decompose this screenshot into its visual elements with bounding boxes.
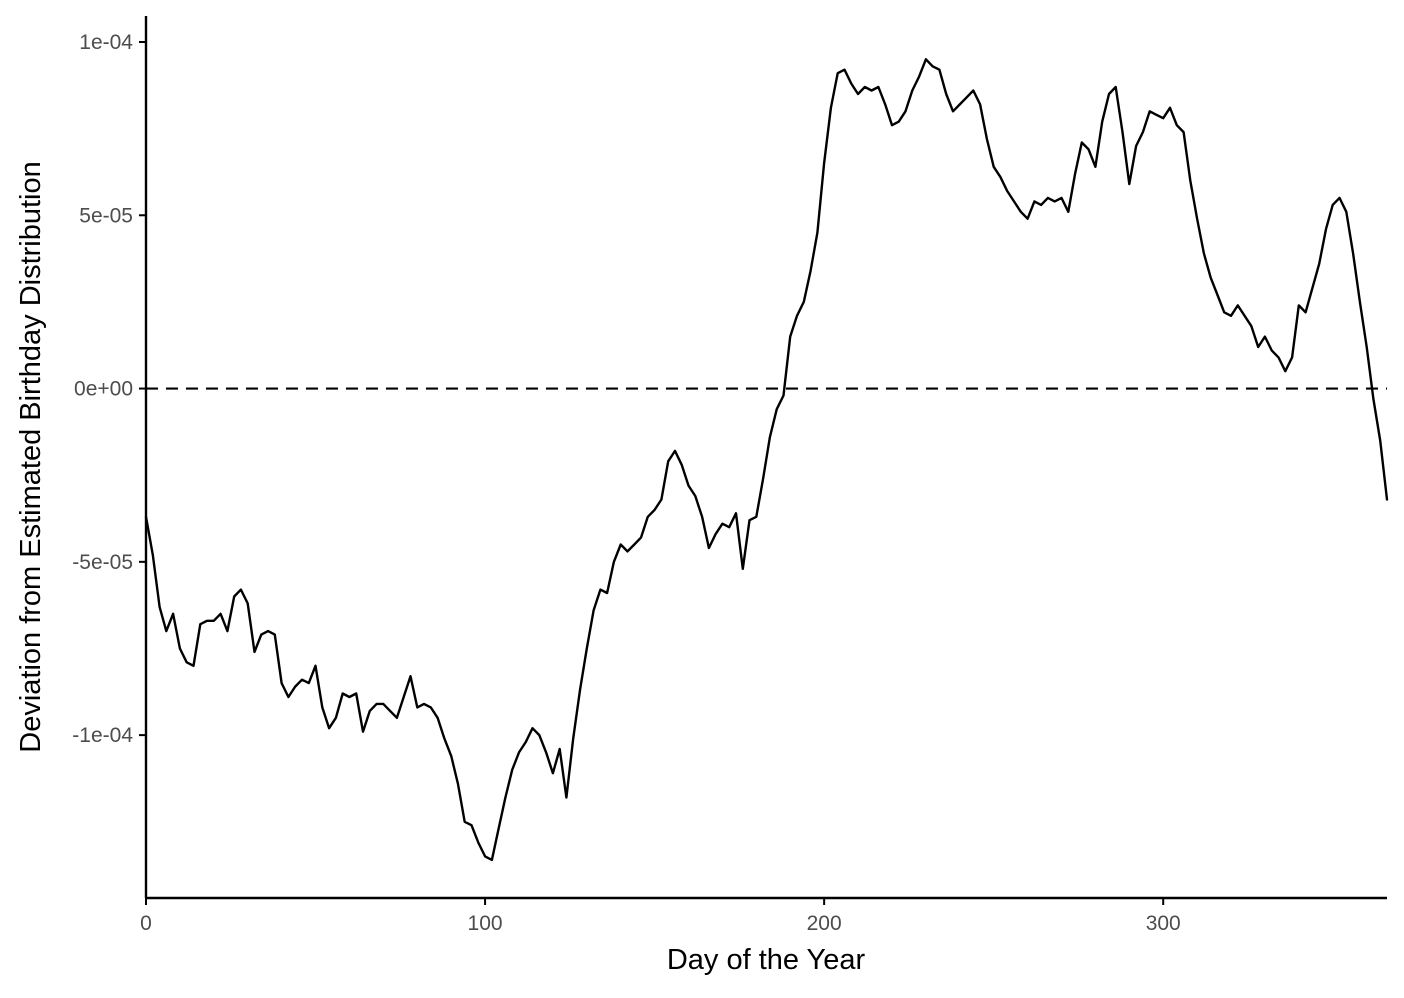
x-tick-label: 100	[468, 912, 503, 935]
x-ticks: 0 100 200 300	[140, 898, 1181, 935]
series-line-0	[144, 58, 1389, 862]
x-tick-label: 300	[1146, 912, 1181, 935]
y-tick-label: -1e-04	[72, 724, 133, 747]
y-tick-label: 5e-05	[79, 204, 133, 227]
x-tick-label: 0	[140, 912, 152, 935]
y-tick-label: 1e-04	[79, 31, 133, 54]
series-layer	[144, 58, 1389, 862]
y-tick-label: -5e-05	[72, 551, 133, 574]
y-ticks: 1e-04 5e-05 0e+00 -5e-05 -1e-04	[72, 31, 146, 747]
y-tick-label: 0e+00	[74, 378, 133, 401]
y-axis-title: Deviation from Estimated Birthday Distri…	[15, 161, 47, 753]
x-axis-title: Day of the Year	[667, 944, 866, 976]
axes	[144, 16, 1387, 900]
x-tick-label: 200	[807, 912, 842, 935]
